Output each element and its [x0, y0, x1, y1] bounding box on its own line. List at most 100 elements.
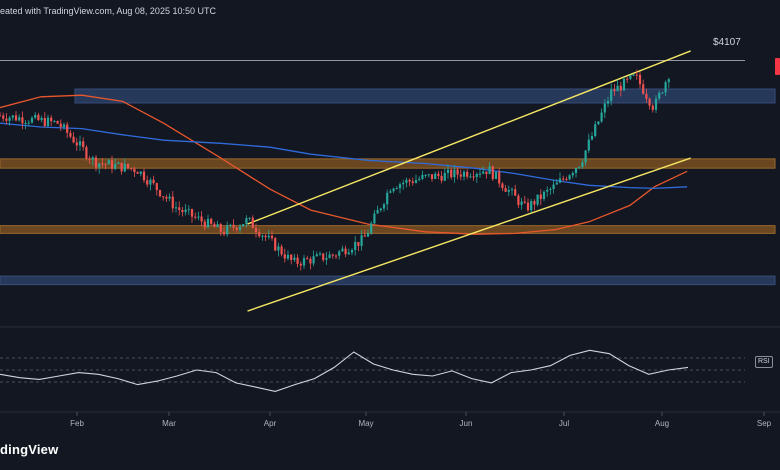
candle-body: [158, 190, 162, 197]
price-line-label: $4107: [713, 37, 741, 48]
candle-body: [136, 172, 139, 174]
candle-body: [600, 112, 603, 122]
candle-body: [37, 114, 40, 121]
candle-body: [184, 209, 187, 213]
candle-body: [277, 246, 280, 251]
candle-body: [354, 242, 357, 251]
candle-body: [251, 217, 254, 229]
candle-body: [469, 176, 472, 178]
current-price-marker: [775, 58, 780, 75]
candle-body: [261, 235, 264, 237]
candle-body: [59, 123, 62, 128]
candle-body: [482, 171, 485, 174]
candle-body: [107, 160, 110, 165]
candle-body: [526, 202, 530, 211]
candle-body: [94, 157, 98, 168]
candle-body: [267, 235, 270, 238]
candle-body: [248, 217, 251, 219]
candle-body: [123, 163, 126, 172]
candle-body: [606, 101, 610, 104]
candle-body: [197, 216, 200, 218]
month-label-may: May: [358, 419, 374, 428]
candle-body: [539, 194, 542, 200]
channel-lower-line: [247, 157, 691, 312]
candle-body: [507, 190, 510, 192]
month-label-aug: Aug: [654, 419, 670, 428]
candle-body: [274, 238, 277, 251]
candle-body: [558, 178, 562, 183]
candle-body: [11, 115, 14, 118]
candle-body: [216, 224, 219, 228]
candle-body: [245, 218, 248, 225]
candle-body: [328, 254, 331, 259]
candle-body: [603, 103, 606, 113]
candle-body: [411, 181, 414, 183]
candle-body: [50, 117, 53, 122]
candle-body: [2, 115, 5, 119]
candle-body: [450, 169, 453, 178]
candle-body: [485, 171, 488, 175]
candle-body: [402, 182, 405, 185]
candle-body: [30, 117, 34, 123]
candle-body: [398, 184, 402, 189]
candle-body: [299, 263, 302, 266]
candle-body: [376, 210, 379, 214]
candle-body: [264, 235, 267, 238]
candle-body: [574, 168, 578, 174]
candle-body: [408, 179, 411, 182]
candle-body: [622, 78, 626, 91]
candle-body: [104, 163, 107, 165]
candle-body: [370, 223, 373, 234]
candle-body: [62, 124, 66, 128]
candle-body: [632, 74, 635, 76]
candle-body: [651, 105, 654, 110]
candle-body: [120, 162, 123, 172]
candle-body: [152, 179, 155, 184]
candle-body: [210, 218, 213, 224]
candle-body: [306, 258, 309, 260]
candle-body: [34, 114, 37, 118]
candle-body: [334, 255, 338, 257]
candle-body: [360, 235, 363, 246]
candle-body: [475, 173, 478, 177]
candle-body: [302, 258, 306, 266]
candle-body: [194, 216, 197, 218]
candle-body: [344, 248, 347, 255]
candle-body: [203, 221, 206, 228]
candle-body: [520, 201, 523, 205]
month-label-jul: Jul: [558, 419, 570, 428]
candle-body: [491, 166, 494, 180]
month-label-feb: Feb: [70, 419, 84, 428]
candle-body: [238, 226, 242, 230]
candle-body: [357, 242, 360, 246]
month-label-sep: Sep: [756, 419, 772, 428]
candle-body: [382, 204, 386, 209]
candle-body: [114, 163, 117, 169]
candle-body: [638, 74, 642, 85]
month-label-apr: Apr: [263, 419, 277, 428]
candle-body: [101, 163, 104, 165]
candle-body: [430, 174, 434, 179]
candle-body: [658, 92, 661, 99]
candle-body: [21, 117, 24, 124]
candle-body: [504, 188, 507, 192]
candle-body: [462, 171, 466, 177]
candle-body: [373, 213, 376, 224]
candle-body: [648, 98, 651, 106]
candle-body: [315, 254, 318, 257]
candle-body: [424, 174, 427, 176]
candle-body: [72, 136, 75, 143]
candle-body: [40, 117, 43, 121]
candle-body: [542, 191, 546, 200]
candle-body: [5, 118, 8, 121]
candle-body: [456, 169, 459, 175]
candle-body: [498, 171, 501, 184]
rsi-line: [0, 349, 689, 392]
candle-body: [523, 201, 526, 203]
candle-body: [338, 251, 341, 256]
candle-body: [14, 115, 18, 121]
candle-body: [293, 257, 296, 260]
candle-body: [82, 141, 85, 148]
chart-header: eated with TradingView.com, Aug 08, 2025…: [0, 6, 216, 16]
